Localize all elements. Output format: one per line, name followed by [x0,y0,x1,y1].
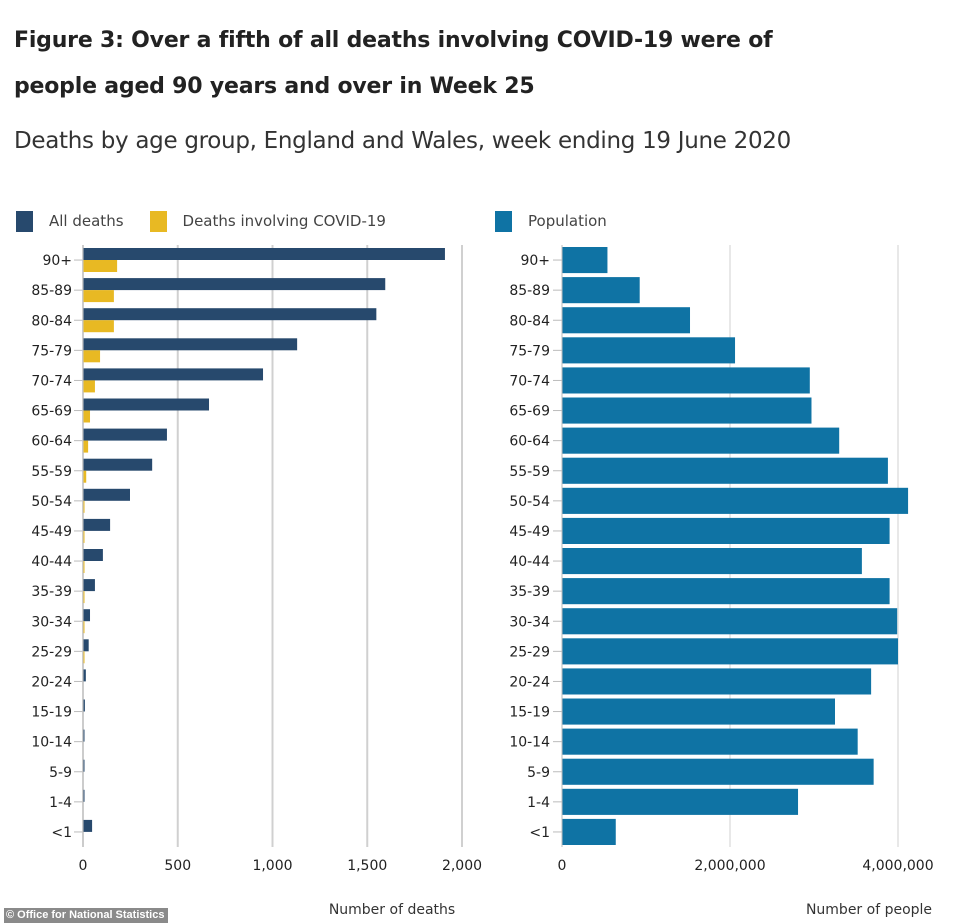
x-tick-label: 1,500 [347,858,387,874]
bar-covid-deaths[interactable] [83,441,88,453]
y-tick-label: 35-39 [31,584,72,600]
bar-all-deaths[interactable] [83,368,263,380]
bar-population[interactable] [562,819,616,845]
x-tick-label: 2,000,000 [694,858,765,874]
population-chart: 0 2,000,000 4,000,000 Number of people 90+ 85… [509,245,933,918]
y-tick-label: 85-89 [31,283,72,299]
y-tick-label: 45-49 [31,524,72,540]
bar-population[interactable] [562,458,888,484]
x-tick-label: 500 [164,858,191,874]
bar-all-deaths[interactable] [83,278,385,290]
bar-population[interactable] [562,337,735,363]
bar-population[interactable] [562,398,811,424]
y-tick-label: 75-79 [31,343,72,359]
bar-all-deaths[interactable] [83,820,92,832]
deaths-chart: 0 500 1,000 1,500 2,000 Number of deaths 90+ 85… [31,245,482,918]
y-tick-label: 65-69 [509,404,550,420]
y-tick-label: 80-84 [31,313,72,329]
bar-population[interactable] [562,277,640,303]
y-tick-label: 40-44 [31,554,72,570]
bar-all-deaths[interactable] [83,489,130,501]
charts-svg: 0 500 1,000 1,500 2,000 Number of deaths 90+ 85… [0,0,962,924]
y-tick-label: <1 [529,825,550,841]
y-tick-label: 60-64 [509,434,550,450]
y-tick-label: 1-4 [49,795,72,811]
bar-all-deaths[interactable] [83,459,152,471]
bar-covid-deaths[interactable] [83,350,100,362]
bar-population[interactable] [562,247,607,273]
bar-all-deaths[interactable] [83,639,89,651]
y-tick-label: 20-24 [509,674,550,690]
y-tick-label: 65-69 [31,404,72,420]
y-tick-label: 50-54 [509,494,550,510]
bar-population[interactable] [562,789,798,815]
bar-population[interactable] [562,367,810,393]
y-tick-label: 55-59 [509,464,550,480]
x-tick-label: 4,000,000 [862,858,933,874]
x-axis-title: Number of deaths [329,902,455,918]
bar-population[interactable] [562,699,835,725]
y-tick-label: 90+ [42,253,72,269]
bar-population[interactable] [562,729,858,755]
bar-population[interactable] [562,488,908,514]
bar-all-deaths[interactable] [83,308,376,320]
y-tick-label: 40-44 [509,554,550,570]
source-credit: © Office for National Statistics [4,908,168,923]
bar-all-deaths[interactable] [83,549,103,561]
y-tick-label: 25-29 [509,644,550,660]
y-tick-label: <1 [51,825,72,841]
bar-population[interactable] [562,578,890,604]
y-tick-label: 10-14 [509,735,550,751]
bar-all-deaths[interactable] [83,579,95,591]
bar-covid-deaths[interactable] [83,320,114,332]
y-tick-label: 55-59 [31,464,72,480]
y-tick-label: 15-19 [509,705,550,721]
bar-population[interactable] [562,548,862,574]
y-tick-label: 10-14 [31,735,72,751]
y-tick-label: 50-54 [31,494,72,510]
bar-population[interactable] [562,668,871,694]
bar-covid-deaths[interactable] [83,380,95,392]
bar-all-deaths[interactable] [83,519,110,531]
bar-all-deaths[interactable] [83,338,297,350]
y-tick-label: 1-4 [527,795,550,811]
y-tick-label: 35-39 [509,584,550,600]
y-tick-label: 30-34 [509,614,550,630]
y-tick-label: 80-84 [509,313,550,329]
y-tick-label: 5-9 [527,765,550,781]
y-tick-label: 90+ [520,253,550,269]
x-axis-title: Number of people [806,902,932,918]
y-tick-label: 20-24 [31,674,72,690]
y-tick-label: 5-9 [49,765,72,781]
bar-population[interactable] [562,638,898,664]
x-tick-label: 0 [79,858,88,874]
bar-population[interactable] [562,518,890,544]
y-tick-label: 30-34 [31,614,72,630]
bar-all-deaths[interactable] [83,399,209,411]
y-tick-label: 85-89 [509,283,550,299]
bar-population[interactable] [562,307,690,333]
bar-population[interactable] [562,759,874,785]
x-tick-label: 2,000 [442,858,482,874]
y-tick-label: 45-49 [509,524,550,540]
bar-covid-deaths[interactable] [83,260,117,272]
bar-covid-deaths[interactable] [83,290,114,302]
x-tick-label: 1,000 [252,858,292,874]
y-tick-label: 75-79 [509,343,550,359]
y-tick-label: 70-74 [31,373,72,389]
y-tick-label: 60-64 [31,434,72,450]
y-tick-label: 25-29 [31,644,72,660]
y-tick-label: 70-74 [509,373,550,389]
x-tick-label: 0 [558,858,567,874]
bar-all-deaths[interactable] [83,609,90,621]
bar-population[interactable] [562,608,897,634]
y-tick-label: 15-19 [31,705,72,721]
bar-population[interactable] [562,428,839,454]
bar-all-deaths[interactable] [83,248,445,260]
bar-covid-deaths[interactable] [83,411,90,423]
bar-all-deaths[interactable] [83,429,167,441]
